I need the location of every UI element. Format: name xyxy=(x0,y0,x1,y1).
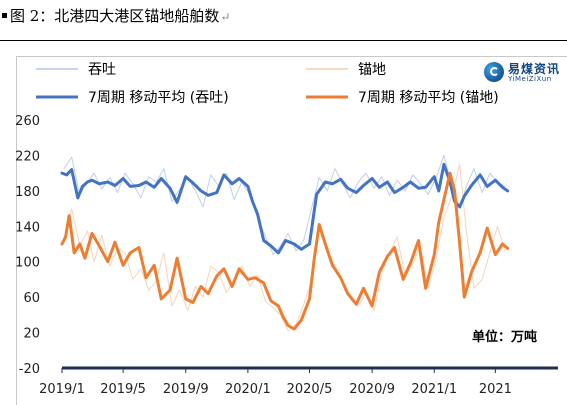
x-tick-label-3: 2020/1 xyxy=(225,382,271,397)
axes: -20 20 60 100 140 180 220 260 2019/1 2019/5 2019/9… xyxy=(15,114,558,397)
series-line-3 xyxy=(60,171,510,331)
series-line-0 xyxy=(63,154,506,256)
y-tick-label-1: 20 xyxy=(23,327,40,342)
logo-circle-icon xyxy=(484,62,504,82)
x-tick-label-4: 2020/5 xyxy=(287,382,333,397)
daily-series-layer xyxy=(63,154,506,332)
logo-brand-en: YiMeiZiXun xyxy=(508,75,552,83)
y-tick-label-0: -20 xyxy=(19,362,40,377)
legend-label-2: 7周期 移动平均 (吞吐) xyxy=(88,90,229,106)
x-tick-label-5: 2020/9 xyxy=(349,382,395,397)
legend-label-3: 7周期 移动平均 (锚地) xyxy=(358,90,499,106)
y-tick-label-6: 220 xyxy=(15,149,40,164)
unit-label: 单位：万吨 xyxy=(472,330,538,345)
x-tick-label-0: 2019/1 xyxy=(39,382,85,397)
figure-caption: 图 2：北港四大港区锚地船舶数↵ xyxy=(0,4,567,28)
series-line-2 xyxy=(60,162,510,255)
bullet-square-icon xyxy=(2,13,7,18)
brand-logo: 易煤资讯 YiMeiZiXun xyxy=(480,59,565,87)
y-tick-label-4: 140 xyxy=(15,220,40,235)
y-tick-label-5: 180 xyxy=(15,185,40,200)
x-tick-label-2: 2019/9 xyxy=(163,382,209,397)
y-tick-label-2: 60 xyxy=(23,291,40,306)
y-tick-label-3: 100 xyxy=(15,256,40,271)
chart-frame xyxy=(16,56,567,405)
moving-average-layer xyxy=(60,162,510,331)
logo-brand-cn: 易煤资讯 xyxy=(508,62,561,76)
caption-rule xyxy=(0,40,567,41)
legend-label-1: 锚地 xyxy=(358,62,386,78)
legend: 吞吐 锚地 7周期 移动平均 (吞吐) 7周期 移动平均 (锚地) xyxy=(36,62,499,106)
x-tick-label-1: 2019/5 xyxy=(100,382,146,397)
series-line-1 xyxy=(63,163,506,332)
x-tick-label-7: 2021 xyxy=(479,382,512,397)
return-mark-icon: ↵ xyxy=(220,10,231,24)
figure-caption-label: 图 2：北港四大港区锚地船舶数 xyxy=(10,7,220,25)
y-tick-label-7: 260 xyxy=(15,114,40,129)
legend-label-0: 吞吐 xyxy=(88,62,116,78)
x-tick-label-6: 2021/1 xyxy=(411,382,457,397)
